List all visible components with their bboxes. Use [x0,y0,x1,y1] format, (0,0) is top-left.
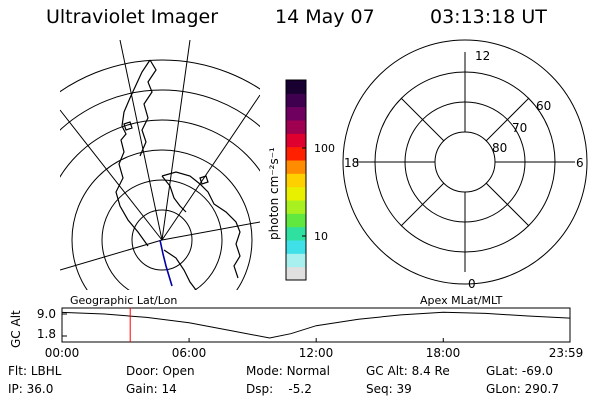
apex-diag-line [485,182,530,227]
status-gcalt: GC Alt: 8.4 Re [366,364,450,378]
colorbar-frame [285,79,307,281]
time-label: 03:13:18 UT [430,6,547,28]
status-gain: Gain: 14 [126,382,177,396]
geographic-map [60,40,260,290]
coastline [161,175,187,213]
orbit-plot-frame [61,307,571,343]
island [199,175,209,185]
orbit-ylabel: GC Alt [9,310,23,348]
geo-lon-line [161,94,260,241]
geo-lon-line [60,109,163,241]
colorbar-band [286,213,306,228]
island [123,121,133,131]
status-seq: Seq: 39 [366,382,412,396]
mlat-label: 80 [492,141,507,155]
geo-lon-line [161,221,260,241]
mlt-label-midnight: 0 [468,277,476,291]
x-tick-label: 18:00 [425,346,461,360]
colorbar-band [286,266,306,281]
geo-panel-label: Geographic Lat/Lon [70,294,178,307]
geo-lat-circle [101,179,223,290]
y-tick-label: 9.0 [37,307,56,321]
colorbar-band [286,173,306,188]
geo-lat-circle [71,149,253,290]
mlat-label: 70 [512,121,527,135]
apex-diag-line [400,97,445,142]
colorbar-band [286,240,306,254]
apex-polar-plot [342,39,588,285]
x-tick-label: 06:00 [171,346,207,360]
colorbar-band [286,106,306,121]
colorbar-band [286,253,306,268]
colorbar-band [286,133,306,148]
colorbar-band [286,226,306,241]
geo-lon-line [60,239,163,271]
geo-lon-line [119,40,163,241]
colorbar-band [286,93,306,108]
coastline [163,249,197,290]
geo-lat-circle [60,119,260,178]
status-flt: Flt: LBHL [8,364,62,378]
status-mode: Mode: Normal [246,364,330,378]
x-tick-label: 23:59 [548,346,584,360]
apex-panel-label: Apex MLat/MLT [420,294,503,307]
status-glon: GLon: 290.7 [486,382,559,396]
mlt-label-noon: 12 [475,49,490,63]
colorbar-tick-label: 10 [314,230,328,243]
geo-lon-line [161,40,191,241]
colorbar-band [286,146,306,161]
mlt-label-dusk: 18 [344,156,359,170]
mlt-label-dawn: 6 [576,156,584,170]
colorbar-band [286,120,306,134]
geo-lat-circle [60,59,260,93]
mlat-label: 60 [536,99,551,113]
colorbar-band [286,200,306,214]
orbit-axis [61,313,571,342]
instrument-title: Ultraviolet Imager [46,6,219,28]
orbit-altitude-line [61,311,571,339]
status-door: Door: Open [126,364,195,378]
colorbar-band [286,80,306,94]
coastline [115,59,151,247]
apex-diag-line [485,97,530,142]
coastline [139,59,157,157]
colorbar [286,80,306,281]
date-label: 14 May 07 [275,6,375,28]
colorbar-tick-label: 100 [314,142,335,155]
geo-lat-circle [60,89,260,131]
coastline [161,171,241,279]
x-tick-label: 00:00 [44,346,80,360]
y-tick-label: 1.8 [37,327,56,341]
colorbar-unit-label: photon cm⁻²s⁻¹ [267,147,281,240]
satellite-track [159,239,173,287]
x-tick-label: 12:00 [298,346,334,360]
status-glat: GLat: -69.0 [486,364,553,378]
geo-lat-circle [131,209,193,271]
colorbar-band [286,160,306,174]
colorbar-band [286,186,306,201]
apex-diag-line [400,182,445,227]
status-dsp: Dsp: -5.2 [246,382,312,396]
status-ip: IP: 36.0 [8,382,54,396]
apex-outer-circle [342,39,588,285]
